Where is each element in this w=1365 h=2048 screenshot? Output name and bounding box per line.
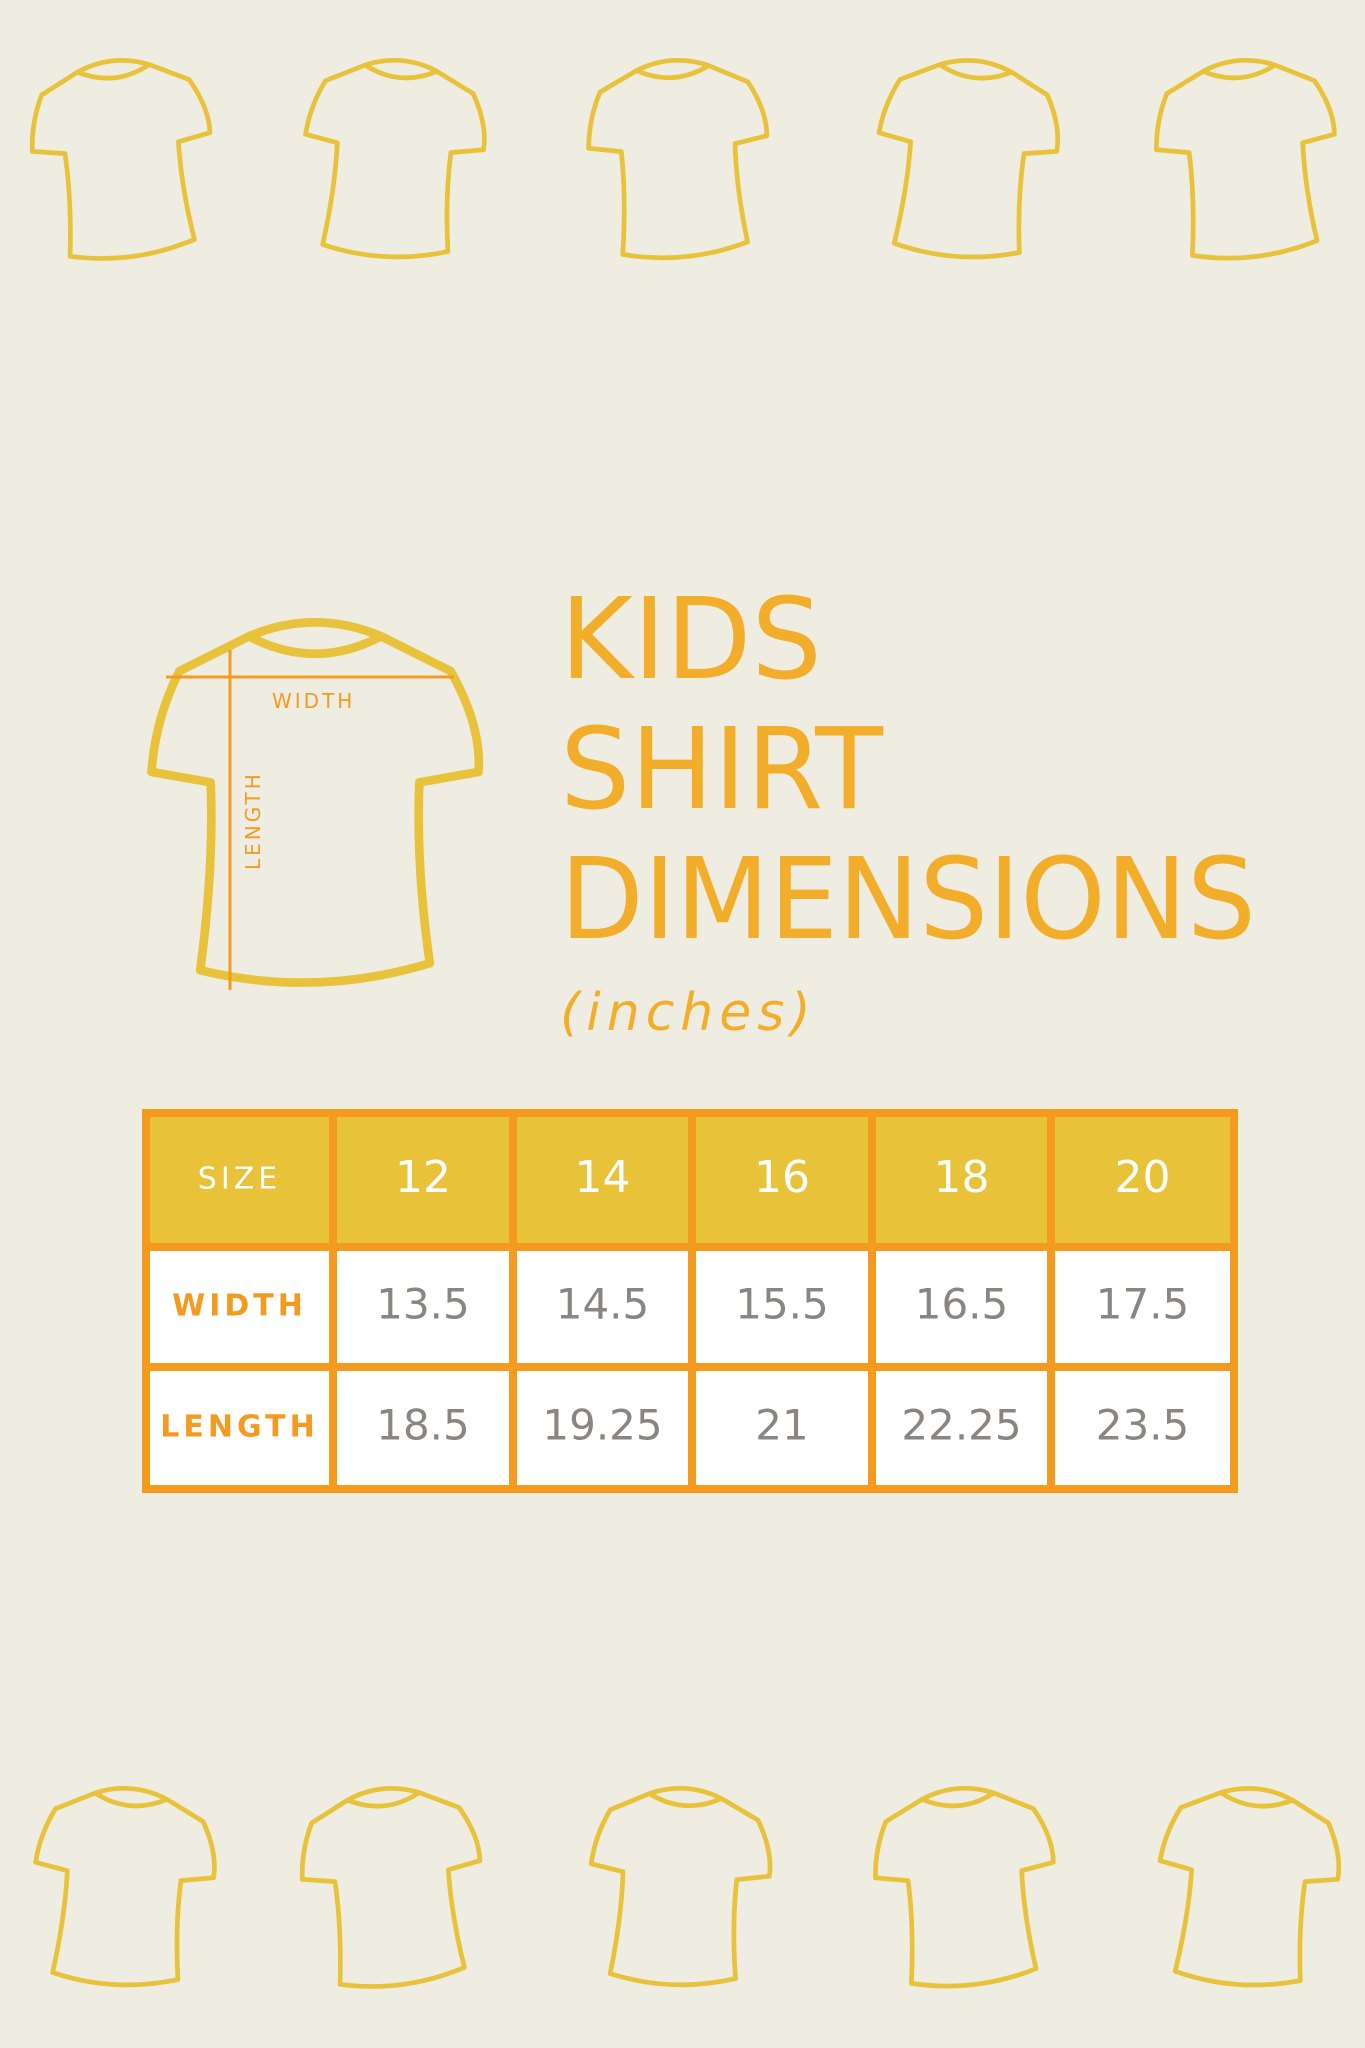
- title-line: DIMENSIONS: [560, 835, 1256, 965]
- value-cell: 13.5: [376, 1280, 470, 1329]
- title: KIDS SHIRT DIMENSIONS (inches): [560, 575, 1256, 1043]
- header-cell: 16: [754, 1152, 810, 1203]
- size-table: SIZE 12 14 16 18 20 WIDTH 13.5 14.5 15.5 16.5 17.5 L…: [142, 1109, 1238, 1493]
- value-cell: 15.5: [735, 1280, 829, 1329]
- value-cell: 19.25: [542, 1401, 662, 1450]
- value-cell: 14.5: [556, 1280, 650, 1329]
- value-cell: 17.5: [1096, 1280, 1190, 1329]
- header-cell: SIZE: [198, 1162, 281, 1197]
- header-cell: 20: [1115, 1152, 1171, 1203]
- header-cell: 14: [575, 1152, 631, 1203]
- value-cell: 16.5: [915, 1280, 1009, 1329]
- value-cell: 18.5: [376, 1401, 470, 1450]
- value-cell: 22.25: [901, 1401, 1021, 1450]
- title-line: SHIRT: [560, 705, 884, 835]
- width-label: WIDTH: [272, 689, 355, 713]
- unit: (inches): [560, 983, 817, 1043]
- length-label: LENGTH: [241, 771, 265, 870]
- value-cell: 23.5: [1096, 1401, 1190, 1450]
- header-cell: 18: [934, 1152, 990, 1203]
- value-cell: 21: [755, 1401, 808, 1450]
- header-cell: 12: [395, 1152, 451, 1203]
- row-label: LENGTH: [160, 1410, 318, 1445]
- title-line: KIDS: [560, 575, 822, 705]
- row-label: WIDTH: [172, 1289, 307, 1324]
- diagram: WIDTH LENGTH: [152, 622, 479, 990]
